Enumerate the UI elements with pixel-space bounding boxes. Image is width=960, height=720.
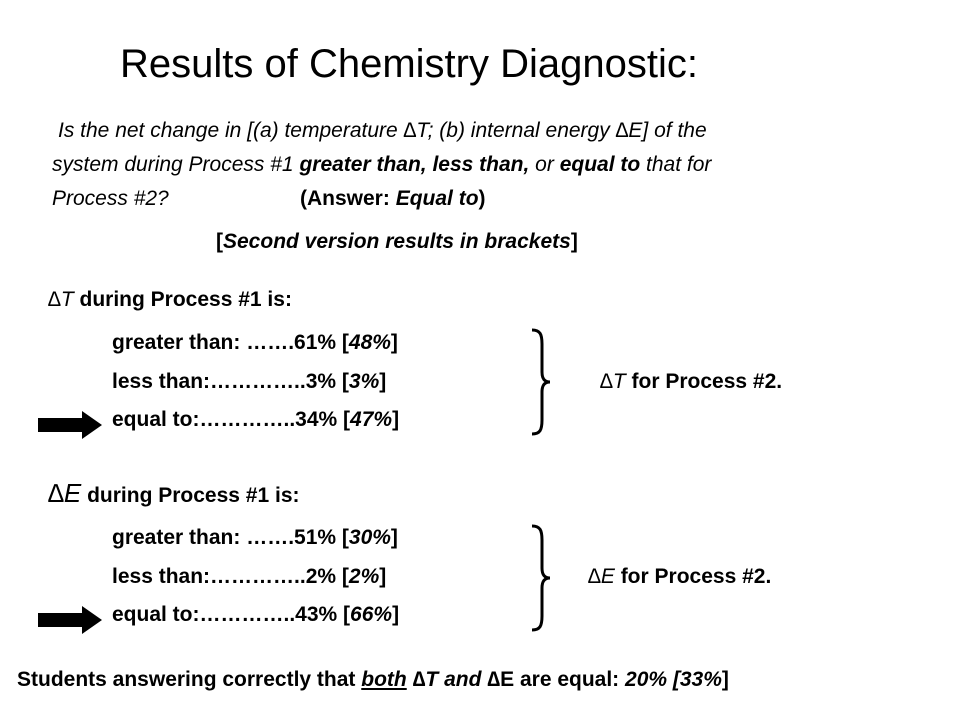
bracket-note: [Second version results in brackets] bbox=[216, 230, 578, 254]
footer-summary: Students answering correctly that both ∆… bbox=[17, 668, 729, 692]
list-item: equal to:…………..43% [66%] bbox=[112, 603, 399, 627]
section-heading-text: during Process #1 is: bbox=[81, 484, 300, 507]
question-text: Process #2? bbox=[52, 187, 169, 210]
row-close: ] bbox=[379, 565, 387, 588]
row-bracket-value: 30% bbox=[348, 526, 391, 549]
row-bracket-value: 48% bbox=[348, 331, 391, 354]
footer-text: ∆ bbox=[406, 668, 426, 691]
row-close: ] bbox=[392, 603, 400, 626]
footer-text: E are equal: bbox=[500, 668, 626, 691]
answer: (Answer: Equal to) bbox=[300, 187, 486, 211]
question-options-emphasis: greater than, less than, bbox=[299, 153, 530, 176]
row-bracket-value: 2% bbox=[348, 565, 380, 588]
delta-e-symbol: ∆E bbox=[588, 565, 615, 588]
note-open: [ bbox=[216, 230, 223, 253]
list-item: equal to:…………..34% [47%] bbox=[112, 408, 399, 432]
question-text: that for bbox=[640, 153, 712, 176]
answer-suffix: ) bbox=[478, 187, 486, 210]
answer-prefix: (Answer: bbox=[300, 187, 396, 210]
footer-bracket-percent: 33% bbox=[679, 668, 722, 691]
question-text: or bbox=[529, 153, 560, 176]
footer-text: ] bbox=[721, 668, 729, 691]
compare-delta-t: ∆T for Process #2. bbox=[600, 370, 782, 394]
question-option-equal: equal to bbox=[559, 153, 641, 176]
compare-text: for Process #2. bbox=[614, 565, 772, 588]
row-close: ] bbox=[379, 370, 387, 393]
row-label: equal to:…………..43% [ bbox=[112, 603, 351, 626]
right-arrow-icon bbox=[38, 606, 102, 634]
row-label: less than:…………..2% [ bbox=[112, 565, 349, 588]
page-title: Results of Chemistry Diagnostic: bbox=[120, 42, 698, 86]
compare-text: for Process #2. bbox=[625, 370, 783, 393]
list-item: greater than: …….61% [48%] bbox=[112, 331, 398, 355]
question-line-2: system during Process #1 greater than, l… bbox=[52, 153, 711, 177]
footer-text: ∆ bbox=[487, 668, 501, 691]
section-delta-t-heading: ∆T during Process #1 is: bbox=[48, 288, 292, 312]
footer-percent: 20% [ bbox=[625, 668, 680, 691]
footer-text: Students answering correctly that bbox=[17, 668, 362, 691]
question-line-3: Process #2? bbox=[52, 187, 169, 211]
right-arrow-icon bbox=[38, 411, 102, 439]
right-brace-icon bbox=[531, 524, 551, 632]
row-bracket-value: 3% bbox=[348, 370, 380, 393]
list-item: greater than: …….51% [30%] bbox=[112, 526, 398, 550]
row-close: ] bbox=[392, 408, 400, 431]
row-label: greater than: …….51% [ bbox=[112, 526, 349, 549]
right-brace-icon bbox=[531, 328, 551, 436]
row-close: ] bbox=[390, 331, 398, 354]
row-close: ] bbox=[390, 526, 398, 549]
delta-e-symbol: ∆E bbox=[48, 478, 82, 508]
row-bracket-value: 66% bbox=[350, 603, 393, 626]
delta-t-symbol: ∆T bbox=[48, 288, 74, 311]
row-label: less than:…………..3% [ bbox=[112, 370, 349, 393]
question-text: system during Process #1 bbox=[52, 153, 300, 176]
footer-both: both bbox=[361, 668, 407, 691]
row-label: equal to:…………..34% [ bbox=[112, 408, 351, 431]
delta-t-symbol: ∆T bbox=[600, 370, 626, 393]
answer-value: Equal to bbox=[395, 187, 479, 210]
section-delta-e-heading: ∆E during Process #1 is: bbox=[48, 478, 300, 509]
question-line-1: Is the net change in [(a) temperature ∆T… bbox=[58, 119, 707, 142]
note-text: Second version results in brackets bbox=[223, 230, 571, 253]
row-label: greater than: …….61% [ bbox=[112, 331, 349, 354]
note-close: ] bbox=[570, 230, 578, 253]
compare-delta-e: ∆E for Process #2. bbox=[588, 565, 771, 589]
list-item: less than:…………..3% [3%] bbox=[112, 370, 386, 394]
list-item: less than:…………..2% [2%] bbox=[112, 565, 386, 589]
footer-text: T and bbox=[425, 668, 488, 691]
section-heading-text: during Process #1 is: bbox=[73, 288, 292, 311]
row-bracket-value: 47% bbox=[350, 408, 393, 431]
